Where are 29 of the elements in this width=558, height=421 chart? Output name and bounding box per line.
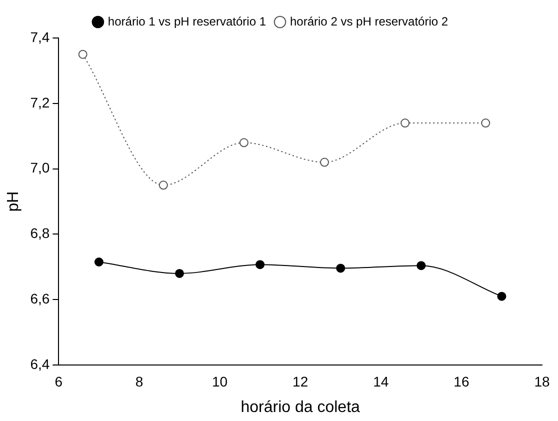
y-tick-label: 7,4 bbox=[30, 28, 50, 45]
point bbox=[336, 264, 346, 273]
x-tick-label: 6 bbox=[54, 373, 63, 390]
x-tick-label: 10 bbox=[212, 373, 228, 390]
y-tick-label: 6,8 bbox=[30, 225, 50, 242]
point bbox=[158, 180, 168, 190]
y-tick-label: 7,2 bbox=[30, 94, 50, 110]
legend-label: horário 2 vs pH reservatório 2 bbox=[290, 14, 448, 28]
point bbox=[78, 50, 88, 59]
point bbox=[320, 158, 329, 167]
y-axis-title: pH bbox=[5, 191, 22, 212]
legend-label: horário 1 vs pH reservatório 1 bbox=[108, 14, 266, 28]
point bbox=[174, 268, 184, 278]
point bbox=[497, 292, 506, 301]
point bbox=[94, 257, 104, 266]
y-tick-label: 7,0 bbox=[30, 160, 50, 176]
point bbox=[416, 261, 426, 270]
point bbox=[239, 138, 248, 148]
x-tick-label: 8 bbox=[135, 373, 144, 390]
y-tick-label: 6,4 bbox=[30, 356, 50, 372]
x-tick-label: 14 bbox=[373, 373, 389, 390]
x-axis-title: horário da coleta bbox=[240, 398, 360, 416]
point bbox=[256, 260, 265, 270]
point bbox=[400, 118, 410, 128]
y-tick-label: 6,6 bbox=[30, 290, 50, 306]
point bbox=[481, 118, 490, 128]
x-tick-label: 12 bbox=[292, 373, 308, 390]
x-tick-label: 16 bbox=[454, 373, 470, 390]
x-tick-label: 18 bbox=[534, 373, 550, 390]
